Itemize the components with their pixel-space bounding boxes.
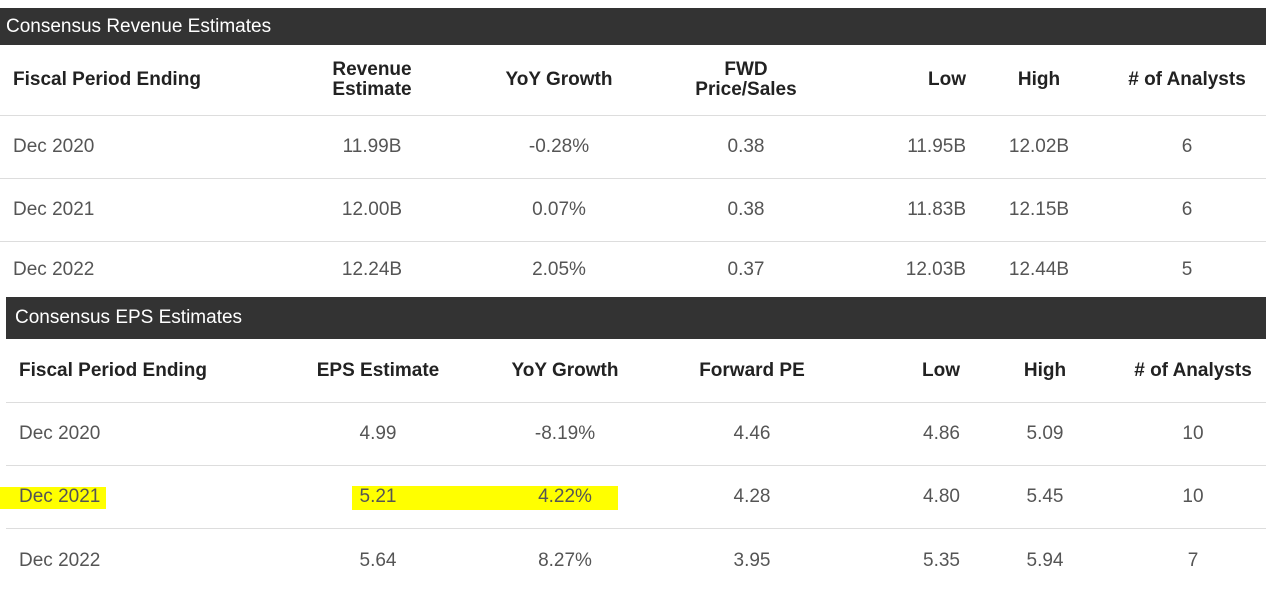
header-forward-pe: Forward PE [699, 359, 805, 381]
high-cell: 12.02B [1008, 136, 1070, 157]
fiscal-period-cell: Dec 2021 [19, 486, 101, 507]
revenue-estimate-cell: 12.24B [341, 258, 403, 280]
fiscal-period-cell: Dec 2022 [19, 549, 101, 571]
high-cell: 12.44B [1008, 258, 1070, 280]
header-high: High [1023, 359, 1067, 381]
fwd-price-sales-cell: 0.38 [727, 136, 765, 157]
eps-table-title: Consensus EPS Estimates [6, 297, 1266, 339]
yoy-growth-cell: -0.28% [528, 136, 590, 157]
high-cell: 12.15B [1008, 199, 1070, 220]
analysts-cell: 7 [1187, 549, 1199, 571]
low-cell: 11.83B [907, 199, 966, 220]
eps-header-row: Fiscal Period Ending EPS Estimate YoY Gr… [6, 339, 1266, 403]
header-analysts: # of Analysts [1128, 69, 1246, 90]
header-revenue-estimate: Revenue Estimate [332, 59, 412, 100]
low-cell: 4.86 [923, 423, 960, 444]
table-row: Dec 2020 11.99B -0.28% 0.38 11.95B 12.02… [0, 116, 1266, 179]
analysts-cell: 5 [1181, 258, 1193, 280]
table-row: Dec 2022 12.24B 2.05% 0.37 12.03B 12.44B… [0, 242, 1266, 297]
low-cell: 12.03B [905, 258, 966, 280]
yoy-growth-cell: -8.19% [534, 423, 596, 444]
revenue-header-row: Fiscal Period Ending Revenue Estimate YoY… [0, 45, 1266, 116]
analysts-cell: 6 [1181, 136, 1193, 157]
forward-pe-cell: 4.46 [733, 423, 771, 444]
analysts-cell: 10 [1182, 423, 1204, 444]
yoy-growth-cell: 4.22% [538, 486, 592, 507]
revenue-estimate-cell: 12.00B [341, 199, 403, 220]
fiscal-period-cell: Dec 2020 [13, 136, 95, 157]
high-cell: 5.45 [1026, 486, 1064, 507]
fiscal-period-cell: Dec 2021 [13, 199, 95, 220]
highlight-marker [352, 486, 618, 510]
fiscal-period-cell: Dec 2022 [13, 258, 95, 280]
low-cell: 11.95B [907, 136, 966, 157]
yoy-growth-cell: 0.07% [532, 199, 586, 220]
table-row: Dec 2021 12.00B 0.07% 0.38 11.83B 12.15B… [0, 179, 1266, 242]
eps-estimate-cell: 5.64 [359, 549, 397, 571]
table-row: Dec 2020 4.99 -8.19% 4.46 4.86 5.09 10 [6, 403, 1266, 466]
eps-estimate-cell: 4.99 [359, 423, 397, 444]
forward-pe-cell: 4.28 [733, 486, 771, 507]
header-eps-estimate: EPS Estimate [316, 359, 440, 381]
fwd-price-sales-cell: 0.37 [727, 258, 765, 280]
header-low: Low [928, 69, 966, 90]
header-analysts: # of Analysts [1134, 359, 1252, 381]
header-low: Low [922, 359, 960, 381]
header-fiscal-period: Fiscal Period Ending [13, 69, 201, 90]
header-fiscal-period: Fiscal Period Ending [19, 359, 207, 381]
highlight-marker [0, 487, 106, 509]
header-high: High [1017, 69, 1061, 90]
low-cell: 4.80 [923, 486, 960, 507]
fwd-price-sales-cell: 0.38 [727, 199, 765, 220]
header-yoy-growth: YoY Growth [511, 359, 619, 381]
eps-estimates-table: Consensus EPS Estimates Fiscal Period En… [0, 297, 1266, 592]
table-row: Dec 2022 5.64 8.27% 3.95 5.35 5.94 7 [6, 529, 1266, 592]
high-cell: 5.94 [1026, 549, 1064, 571]
analysts-cell: 10 [1182, 486, 1204, 507]
revenue-estimates-table: Consensus Revenue Estimates Fiscal Perio… [0, 8, 1266, 297]
table-row: Dec 2021 5.21 4.22% 4.28 4.80 5.45 10 [0, 466, 1266, 529]
eps-estimate-cell: 5.21 [359, 486, 397, 507]
analysts-cell: 6 [1181, 199, 1193, 220]
fiscal-period-cell: Dec 2020 [19, 423, 101, 444]
yoy-growth-cell: 2.05% [532, 258, 586, 280]
revenue-estimate-cell: 11.99B [342, 136, 402, 157]
revenue-table-title: Consensus Revenue Estimates [0, 8, 1266, 45]
high-cell: 5.09 [1026, 423, 1064, 444]
header-yoy-growth: YoY Growth [505, 69, 613, 90]
header-fwd-price-sales: FWD Price/Sales [695, 59, 797, 100]
yoy-growth-cell: 8.27% [538, 549, 592, 571]
forward-pe-cell: 3.95 [733, 549, 771, 571]
low-cell: 5.35 [923, 549, 960, 571]
